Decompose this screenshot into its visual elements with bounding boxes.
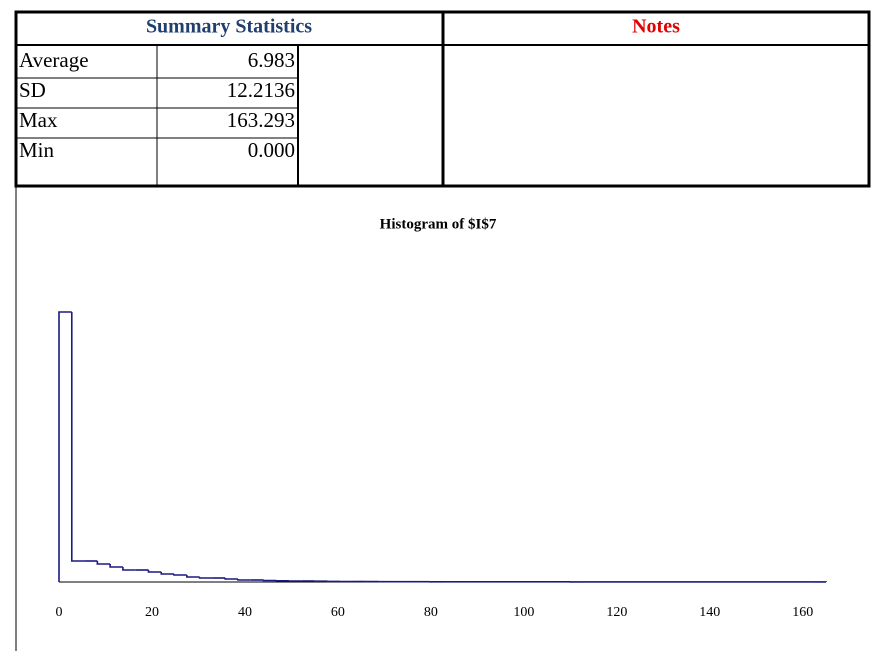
histogram-bin [70, 312, 85, 562]
histogram-bin [109, 564, 123, 568]
histogram-bin [224, 578, 238, 580]
histogram-bin [237, 579, 251, 581]
stat-value: 163.293 [227, 108, 295, 132]
stat-label: Max [19, 108, 58, 132]
x-tick-label: 100 [513, 605, 534, 620]
x-tick-label: 0 [56, 605, 63, 620]
header-summary: Summary Statistics [146, 16, 312, 38]
x-tick-label: 140 [699, 605, 720, 620]
stat-value: 12.2136 [227, 78, 295, 102]
histogram-bin [96, 561, 111, 565]
table-grid [14, 10, 871, 651]
stat-label: SD [19, 78, 46, 102]
chart-title: Histogram of $I$7 [380, 216, 497, 232]
histogram-bin [147, 570, 162, 573]
header-notes: Notes [632, 16, 680, 38]
histogram-bin [186, 575, 200, 578]
stat-value: 0.000 [248, 138, 295, 162]
histogram-bin [160, 572, 175, 575]
x-tick-label: 60 [331, 605, 345, 620]
histogram-bin [122, 567, 136, 571]
histogram-bin [58, 311, 72, 582]
x-tick-label: 40 [238, 605, 252, 620]
histogram-bin [173, 574, 187, 576]
stat-value: 6.983 [248, 48, 295, 72]
histogram-bin [198, 577, 213, 579]
x-tick-label: 80 [424, 605, 438, 620]
x-tick-label: 120 [606, 605, 627, 620]
histogram-bin [262, 579, 277, 582]
stat-label: Average [19, 48, 89, 72]
x-tick-label: 160 [792, 605, 813, 620]
stat-label: Min [19, 138, 55, 162]
x-tick-label: 20 [145, 605, 159, 620]
